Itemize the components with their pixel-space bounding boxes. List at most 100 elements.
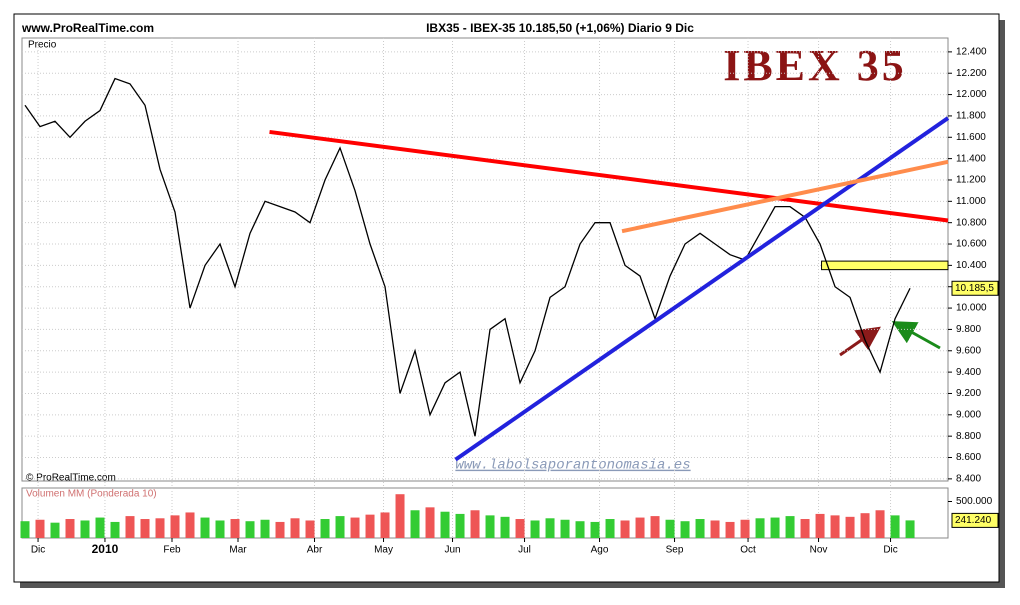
x-tick-label: Ago [591, 545, 609, 556]
volume-bar [500, 516, 510, 538]
volume-bar [80, 520, 90, 538]
y-tick-label: 10.600 [956, 239, 987, 250]
volume-bar [215, 520, 225, 538]
volume-bar [245, 521, 255, 538]
volume-label: Volumen MM (Ponderada 10) [26, 489, 157, 500]
volume-bar [815, 513, 825, 538]
y-tick-label: 8.800 [956, 431, 981, 442]
volume-bar [170, 515, 180, 538]
volume-bar [20, 521, 30, 538]
y-tick-label: 9.600 [956, 345, 981, 356]
volume-bar [440, 511, 450, 538]
volume-bar [725, 521, 735, 538]
last-price-marker [951, 280, 999, 296]
volume-bar [155, 518, 165, 538]
x-tick-label: Oct [740, 545, 756, 556]
chart-title: IBEX 35 [723, 41, 907, 90]
volume-bar [275, 521, 285, 538]
volume-bar [905, 520, 915, 538]
volume-bar [545, 518, 555, 538]
volume-bar [140, 519, 150, 538]
x-tick-label: Sep [666, 545, 684, 556]
trendline [454, 116, 950, 462]
volume-bar [470, 510, 480, 538]
volume-bar [95, 517, 105, 538]
x-tick-label: Abr [307, 545, 323, 556]
y-label: Precio [28, 40, 57, 51]
x-tick-label: Jul [518, 545, 531, 556]
volume-bar [635, 517, 645, 538]
volume-bar [860, 513, 870, 538]
volume-bar [710, 520, 720, 538]
x-tick-label: Dic [31, 545, 45, 556]
y-tick-label: 11.400 [956, 153, 986, 164]
y-tick-label: 11.800 [956, 111, 986, 122]
volume-bar [785, 516, 795, 538]
volume-bar [200, 517, 210, 538]
volume-bar [35, 519, 45, 538]
volume-bar [845, 516, 855, 538]
volume-bar [560, 519, 570, 538]
highlight-box [821, 260, 949, 271]
y-tick-label: 11.000 [956, 196, 986, 207]
volume-bar [260, 519, 270, 538]
plot-layer: 8.400 8.600 8.800 9.000 9.200 9.400 9.600 9.800… [20, 38, 999, 556]
y-tick-label: 12.000 [956, 89, 987, 100]
price-line [24, 77, 911, 437]
volume-bar [680, 521, 690, 538]
copyright: © ProRealTime.com [26, 473, 116, 484]
volume-bar [740, 519, 750, 538]
y-tick-label: 11.200 [956, 175, 986, 186]
volume-bar [65, 519, 75, 538]
x-tick-label: Jun [444, 545, 460, 556]
y-tick-label: 9.200 [956, 388, 981, 399]
price-panel [21, 37, 949, 482]
volume-bar [125, 516, 135, 538]
x-tick-label: May [374, 545, 393, 556]
volume-bar [530, 520, 540, 538]
y-tick-label: 10.400 [956, 260, 987, 271]
volume-bar [875, 510, 885, 538]
volume-bar [515, 519, 525, 538]
volume-bar [320, 519, 330, 538]
trendline [269, 129, 949, 223]
volume-bar [335, 516, 345, 538]
volume-bar [605, 519, 615, 538]
volume-bar [800, 519, 810, 538]
red-arrow [839, 326, 881, 357]
volume-bar [755, 518, 765, 538]
x-tick-label: Feb [163, 545, 181, 556]
volume-bar [485, 515, 495, 538]
quote: IBX35 - IBEX-35 10.185,50 (+1,06%) Diari… [426, 21, 694, 35]
y-tick-label: 9.400 [956, 367, 981, 378]
x-tick-label: 2010 [92, 542, 119, 556]
volume-bar [110, 521, 120, 538]
y-tick-label: 9.800 [956, 324, 981, 335]
volume-bar [650, 516, 660, 538]
green-arrow [891, 321, 941, 350]
trendline [621, 159, 949, 234]
watermark: www.labolsaporantonomasia.es [455, 458, 690, 474]
volume-bar [890, 515, 900, 538]
volume-bar [230, 519, 240, 538]
volume-bar [410, 510, 420, 538]
volume-bar [380, 512, 390, 538]
volume-bar [590, 521, 600, 538]
volume-bar [575, 521, 585, 538]
volume-bar [185, 512, 195, 538]
volume-bar [365, 514, 375, 538]
last-volume-marker [951, 512, 999, 528]
y-tick-label: 8.400 [956, 474, 981, 485]
volume-bar [770, 517, 780, 538]
last-price-label: 10.185,5 [955, 283, 994, 294]
y-tick-label: 8.600 [956, 452, 981, 463]
volume-bar [665, 519, 675, 538]
y-tick-label: 12.400 [956, 47, 987, 58]
volume-bar [290, 518, 300, 538]
y-tick-label: 12.200 [956, 68, 987, 79]
y-tick-label: 9.000 [956, 409, 981, 420]
x-tick-label: Mar [229, 545, 247, 556]
site: www.ProRealTime.com [21, 21, 154, 35]
y-tick-label: 10.800 [956, 217, 987, 228]
